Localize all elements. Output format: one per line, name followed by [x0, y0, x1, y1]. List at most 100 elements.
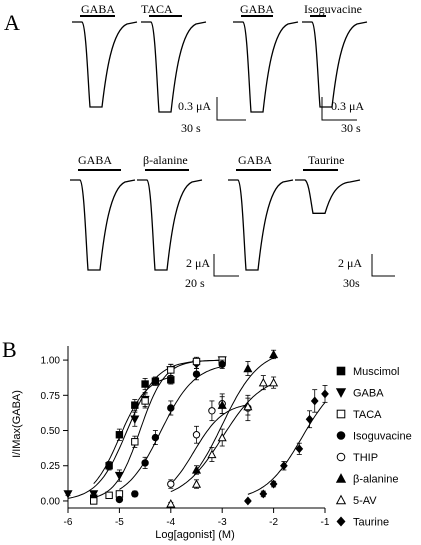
agonist-label: GABA: [78, 153, 112, 167]
panel-b-label: B: [2, 337, 17, 362]
legend-marker: [336, 409, 346, 419]
legend-label: THIP: [353, 452, 378, 464]
x-tick-label: -3: [218, 517, 227, 528]
data-point: [243, 363, 253, 373]
legend-marker: [336, 452, 346, 462]
fit-curve: [196, 357, 274, 471]
legend-label: β-alanine: [353, 474, 398, 486]
agonist-label: GABA: [81, 2, 115, 16]
panel-a-traces: GABA TACA GABA Isoguvacine 0.3 μA 30 s 0…: [70, 2, 395, 290]
agonist-label: Isoguvacine: [304, 2, 362, 16]
current-trace: [302, 21, 368, 108]
y-tick-label: 1.00: [41, 356, 61, 367]
scale-time: 30 s: [341, 121, 361, 135]
data-point: [90, 497, 98, 505]
scale-bar: [216, 97, 246, 121]
x-tick-label: -5: [115, 517, 124, 528]
data-point: [115, 431, 124, 439]
y-tick-label: 0.00: [41, 496, 61, 507]
data-point: [167, 480, 175, 488]
data-point: [243, 401, 253, 411]
fit-curve: [247, 402, 326, 495]
x-tick-label: -6: [64, 517, 73, 528]
data-point: [280, 461, 288, 471]
y-tick-label: 0.25: [41, 461, 61, 472]
y-tick-label: 0.75: [41, 391, 61, 402]
current-trace: [137, 179, 203, 271]
legend-marker: [336, 431, 346, 440]
series-taca: [90, 356, 226, 505]
legend-marker: [335, 473, 347, 483]
data-point: [167, 366, 175, 374]
fit-curve: [93, 359, 223, 499]
agonist-label: GABA: [238, 153, 272, 167]
y-axis-label: I/IMax(GABA): [11, 390, 23, 458]
data-point: [258, 377, 268, 387]
data-point: [192, 431, 201, 439]
fit-curve: [93, 376, 171, 484]
agonist-label: β-alanine: [143, 153, 188, 167]
scale-bar: [321, 97, 357, 121]
dose-response-chart: -6 -5 -4 -3 -2 -1 0.00 0.25 0.50 0.75 1.00: [41, 346, 330, 528]
agonist-label: TACA: [141, 2, 173, 16]
y-tick-label: 0.50: [41, 426, 61, 437]
series-5-av: [166, 375, 279, 508]
legend: Muscimol GABA TACA Isoguvacine THIP β-alanine…: [335, 366, 412, 529]
data-point: [166, 499, 176, 508]
scale-current: 2 μA: [338, 256, 362, 270]
legend-label: GABA: [353, 388, 384, 400]
data-point: [269, 349, 279, 359]
legend-label: Isoguvacine: [353, 431, 412, 443]
data-point: [130, 415, 140, 425]
legend-label: 5-AV: [353, 495, 377, 507]
legend-label: Muscimol: [353, 366, 399, 378]
data-point: [207, 449, 217, 459]
data-point: [269, 377, 279, 387]
agonist-label: GABA: [240, 2, 274, 16]
data-point: [63, 490, 73, 499]
series-isoguvacine: [115, 359, 226, 504]
scale-time: 30 s: [181, 121, 201, 135]
x-tick-label: -2: [269, 517, 278, 528]
data-point: [141, 380, 149, 388]
data-point: [192, 357, 201, 366]
current-trace: [228, 179, 294, 271]
data-point: [244, 496, 252, 506]
current-trace: [233, 21, 299, 113]
data-point: [131, 490, 139, 498]
data-point: [105, 491, 113, 500]
data-point: [191, 479, 202, 488]
data-point: [141, 397, 149, 405]
data-point: [89, 490, 99, 499]
legend-marker: [336, 516, 346, 527]
series-muscimol: [90, 375, 175, 502]
legend-label: Taurine: [353, 517, 389, 529]
series-taurine: [244, 385, 329, 506]
series--alanine: [191, 349, 279, 475]
data-point: [167, 404, 175, 412]
x-tick-label: -1: [321, 517, 330, 528]
series-thip: [167, 393, 252, 489]
fit-curve: [170, 404, 248, 485]
data-point: [218, 360, 226, 369]
data-point: [167, 376, 175, 384]
scale-current: 0.3 μA: [331, 99, 364, 113]
data-point: [208, 407, 216, 415]
data-point: [131, 438, 139, 446]
current-trace: [70, 179, 136, 271]
current-trace: [295, 179, 361, 214]
data-point: [305, 414, 314, 424]
scale-time: 20 s: [185, 276, 205, 290]
data-point: [192, 370, 201, 378]
data-point: [321, 389, 329, 399]
data-point: [259, 489, 268, 499]
current-trace: [141, 21, 207, 113]
legend-marker: [336, 366, 346, 376]
scale-current: 0.3 μA: [178, 99, 211, 113]
current-trace: [72, 21, 138, 108]
data-point: [295, 444, 304, 454]
data-point: [310, 396, 319, 406]
x-axis-label: Log[agonist] (M): [155, 529, 234, 541]
scale-current: 2 μA: [186, 256, 210, 270]
